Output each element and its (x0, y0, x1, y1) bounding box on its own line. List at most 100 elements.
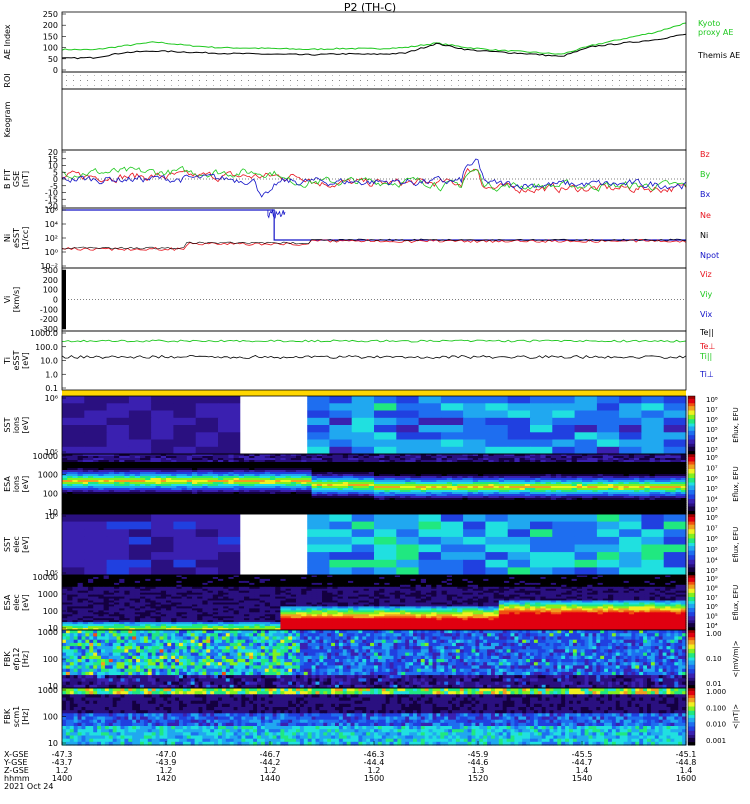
sst-ions-cell (129, 440, 152, 448)
sst-ions-cell (352, 447, 375, 455)
roi-dot (388, 80, 389, 81)
sst-ions-cell (463, 403, 486, 411)
sst-elec-cell (396, 522, 419, 530)
roi-dot (108, 75, 109, 76)
sst-ions-cell (84, 396, 107, 404)
roi-dot (521, 75, 522, 76)
sst-elec-cell (619, 560, 642, 568)
roi-dot (577, 80, 578, 81)
sst-ions-cell (329, 447, 352, 455)
sst-ions-cell (374, 418, 397, 426)
roi-dot (66, 75, 67, 76)
sst-elec-cell (619, 567, 642, 575)
sst-ions-cell (151, 447, 174, 455)
sst-elec-cell (151, 552, 174, 560)
roi-dot (290, 85, 291, 86)
roi-dot (73, 85, 74, 86)
sst-ions-cell (664, 440, 687, 448)
sst-elec-cell (530, 552, 553, 560)
sst-ions-cell (441, 432, 464, 440)
sst-elec-cell (530, 522, 553, 530)
roi-dot (570, 85, 571, 86)
sst-elec-cell (107, 529, 130, 537)
sst-elec-cell (173, 567, 196, 575)
sst-elec-cell (664, 545, 687, 553)
sst-elec-cell (463, 545, 486, 553)
roi-dot (311, 75, 312, 76)
sst-ions-cell (485, 411, 508, 419)
roi-dot (248, 80, 249, 81)
roi-dot (122, 85, 123, 86)
roi-dot (479, 80, 480, 81)
sst-elec-cell (619, 522, 642, 530)
sst-elec-cell (62, 529, 85, 537)
sst-ions-cell (396, 432, 419, 440)
sst-ions-cell (374, 403, 397, 411)
sst-elec-cell (107, 514, 130, 522)
roi-dot (472, 75, 473, 76)
sst-elec-cell (664, 537, 687, 545)
sst-elec-cell (173, 522, 196, 530)
sst-ions-cell (374, 432, 397, 440)
roi-dot (493, 85, 494, 86)
sst-ions-cell (485, 425, 508, 433)
sst-elec-cell (151, 545, 174, 553)
sst-elec-cell (307, 552, 330, 560)
sst-elec-cell (196, 545, 219, 553)
roi-dot (430, 85, 431, 86)
sst-elec-cell (419, 560, 442, 568)
roi-dot (409, 85, 410, 86)
roi-dot (136, 85, 137, 86)
sst-ions-cell (307, 411, 330, 419)
sst-elec-cell (129, 514, 152, 522)
roi-dot (73, 80, 74, 81)
sst-elec-cell (173, 529, 196, 537)
roi-dot (591, 80, 592, 81)
mode-bar (62, 390, 686, 396)
sst-ions-cell (151, 396, 174, 404)
sst-elec-cell (552, 529, 575, 537)
roi-dot (87, 80, 88, 81)
sst-ions-cell (419, 447, 442, 455)
sst-ions-cell (173, 396, 196, 404)
sst-elec-cell (62, 567, 85, 575)
roi-dot (570, 80, 571, 81)
sst-elec-cell (151, 537, 174, 545)
roi-dot (262, 80, 263, 81)
sst-ions-cell (508, 396, 531, 404)
sst-ions-cell (619, 403, 642, 411)
roi-dot (409, 75, 410, 76)
roi-dot (619, 75, 620, 76)
sst-ions-cell (463, 432, 486, 440)
sst-elec-cell (508, 560, 531, 568)
roi-dot (374, 85, 375, 86)
legend-vix: Vix (700, 310, 713, 319)
roi-dot (395, 75, 396, 76)
roi-dot (626, 85, 627, 86)
legend-proxy-ae: proxy AE (698, 28, 733, 37)
sst-elec-cell (641, 567, 664, 575)
roi-dot (591, 75, 592, 76)
sst-elec-cell (374, 545, 397, 553)
sst-ions-cell (619, 411, 642, 419)
roi-dot (465, 80, 466, 81)
sst-ions-cell (107, 418, 130, 426)
sst-elec-cell (575, 537, 598, 545)
sst-elec-cell (374, 560, 397, 568)
sst-elec-cell (129, 567, 152, 575)
sst-ions-cell (173, 447, 196, 455)
sst-elec-cell (62, 514, 85, 522)
roi-dot (437, 75, 438, 76)
roi-dot (507, 75, 508, 76)
sst-elec-cell (84, 545, 107, 553)
sst-ions-cell (441, 447, 464, 455)
sst-ions-cell (196, 403, 219, 411)
roi-dot (346, 80, 347, 81)
sst-ions-cell (552, 411, 575, 419)
roi-dot (171, 85, 172, 86)
roi-dot (682, 80, 683, 81)
roi-dot (346, 75, 347, 76)
sst-elec-cell (597, 529, 620, 537)
roi-dot (619, 80, 620, 81)
roi-dot (542, 80, 543, 81)
